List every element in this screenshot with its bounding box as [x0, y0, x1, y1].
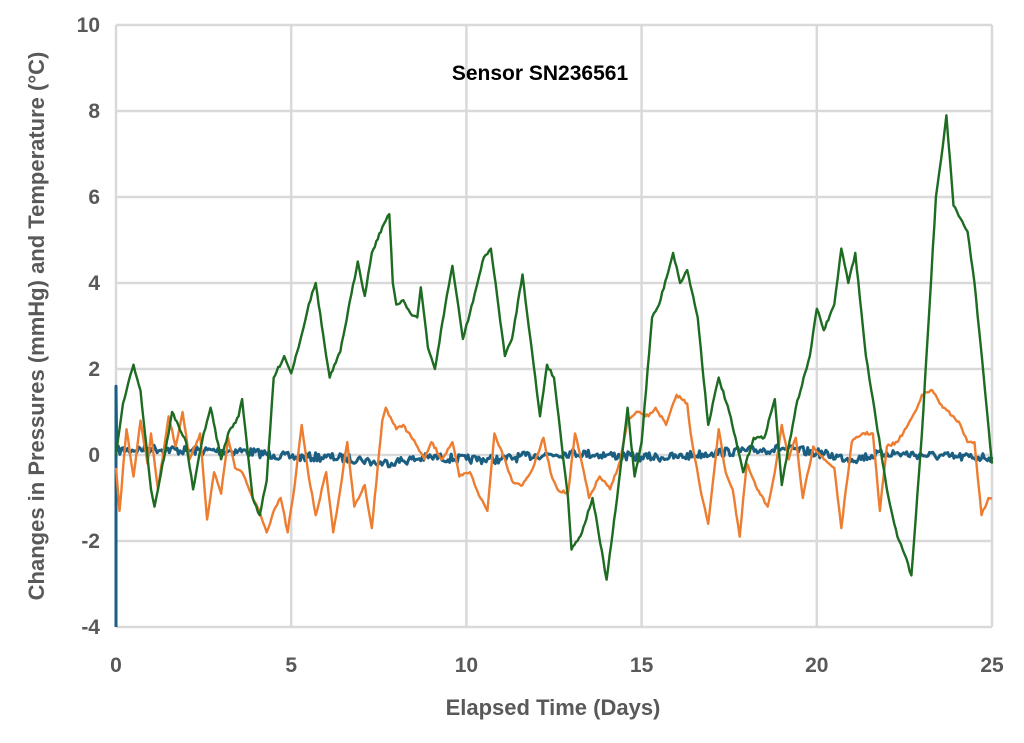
x-tick-label: 10 [455, 654, 478, 677]
y-tick-label: 8 [88, 100, 100, 123]
y-tick-label: 4 [88, 272, 100, 295]
chart-title: Sensor SN236561 [452, 62, 629, 85]
x-tick-labels: 0 5 10 15 20 25 [110, 654, 1004, 677]
y-tick-label: 10 [77, 14, 100, 37]
y-tick-label: 0 [88, 444, 100, 467]
x-tick-label: 15 [630, 654, 654, 677]
gridlines [114, 23, 994, 629]
series-line-1 [114, 384, 994, 627]
y-tick-label: 6 [88, 186, 100, 209]
y-tick-label: -2 [81, 530, 100, 553]
x-axis-title: Elapsed Time (Days) [446, 695, 661, 720]
y-tick-labels: -4 -2 0 2 4 6 8 10 [77, 14, 101, 639]
series-group [114, 114, 994, 627]
x-tick-label: 0 [110, 654, 122, 677]
y-tick-label: 2 [88, 358, 100, 381]
x-tick-label: 25 [980, 654, 1004, 677]
y-tick-label: -4 [81, 616, 100, 639]
x-tick-label: 20 [805, 654, 828, 677]
y-axis-title: Changes in Pressures (mmHg) and Temperat… [24, 52, 49, 601]
x-tick-label: 5 [285, 654, 297, 677]
series-line-3 [114, 114, 994, 581]
series-line-2 [114, 388, 993, 538]
